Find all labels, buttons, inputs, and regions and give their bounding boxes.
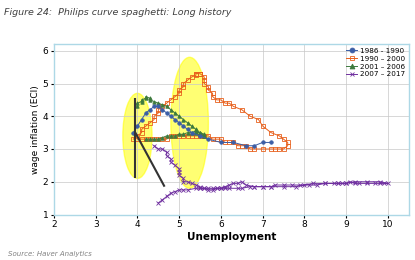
Ellipse shape <box>171 57 208 188</box>
Text: Source: Haver Analytics: Source: Haver Analytics <box>8 251 92 257</box>
Legend: 1986 - 1990, 1990 – 2000, 2001 – 2006, 2007 – 2017: 1986 - 1990, 1990 – 2000, 2001 – 2006, 2… <box>345 46 407 79</box>
Y-axis label: wage inflation (ECI): wage inflation (ECI) <box>31 85 40 174</box>
X-axis label: Unemployment: Unemployment <box>187 232 276 242</box>
Ellipse shape <box>123 93 152 178</box>
Text: Figure 24:  Philips curve spaghetti: Long history: Figure 24: Philips curve spaghetti: Long… <box>4 8 232 17</box>
